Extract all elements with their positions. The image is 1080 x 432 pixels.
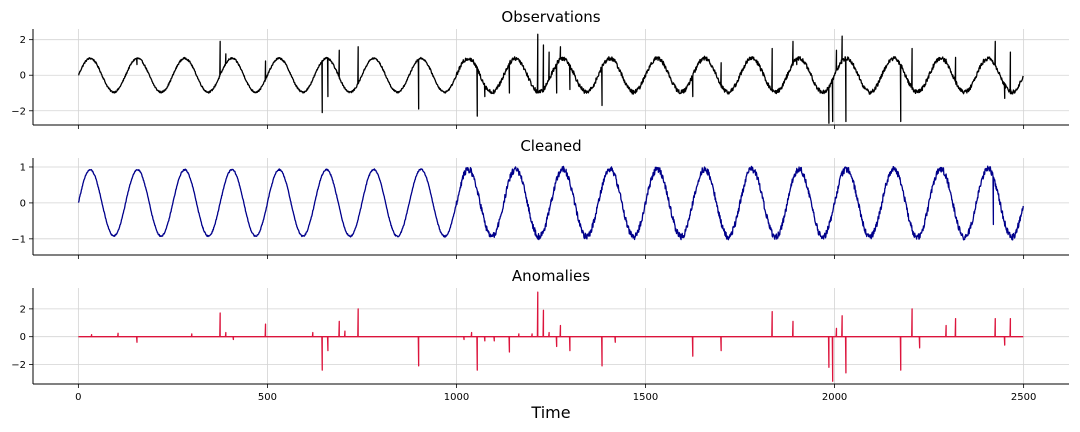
y-tick-label: 1 <box>20 162 26 173</box>
panel-observations: 2 0 −2 Observations <box>11 8 1069 129</box>
y-tick-label: 2 <box>20 35 26 46</box>
series-line-observations <box>78 33 1024 124</box>
x-tick-label: 500 <box>258 392 277 403</box>
y-tick-label: −2 <box>11 106 26 117</box>
y-tick-label: −1 <box>11 234 26 245</box>
panel-anomalies: 2 0 −2 0 500 1000 1500 2000 2500 Anomalies <box>11 267 1069 403</box>
series-line-anomalies <box>78 291 1024 382</box>
x-tick-label: 0 <box>75 392 81 403</box>
x-axis-label: Time <box>530 403 570 422</box>
y-tick-label: 0 <box>20 332 26 343</box>
panel-cleaned: 1 0 −1 Cleaned <box>11 137 1069 259</box>
y-tick-label: 0 <box>20 198 26 209</box>
x-tick-label: 2000 <box>822 392 847 403</box>
x-tick-label: 2500 <box>1011 392 1036 403</box>
series-line-cleaned <box>77 165 1024 241</box>
y-tick-label: 0 <box>20 71 26 82</box>
y-tick-label: −2 <box>11 360 26 371</box>
x-tick-label: 1000 <box>444 392 469 403</box>
y-tick-label: 2 <box>20 304 26 315</box>
x-tick-label: 1500 <box>633 392 658 403</box>
panel-title: Anomalies <box>512 267 590 285</box>
panel-title: Cleaned <box>520 137 581 155</box>
panel-title: Observations <box>501 8 600 26</box>
grid-lines <box>33 29 1069 125</box>
grid-lines <box>33 288 1069 384</box>
